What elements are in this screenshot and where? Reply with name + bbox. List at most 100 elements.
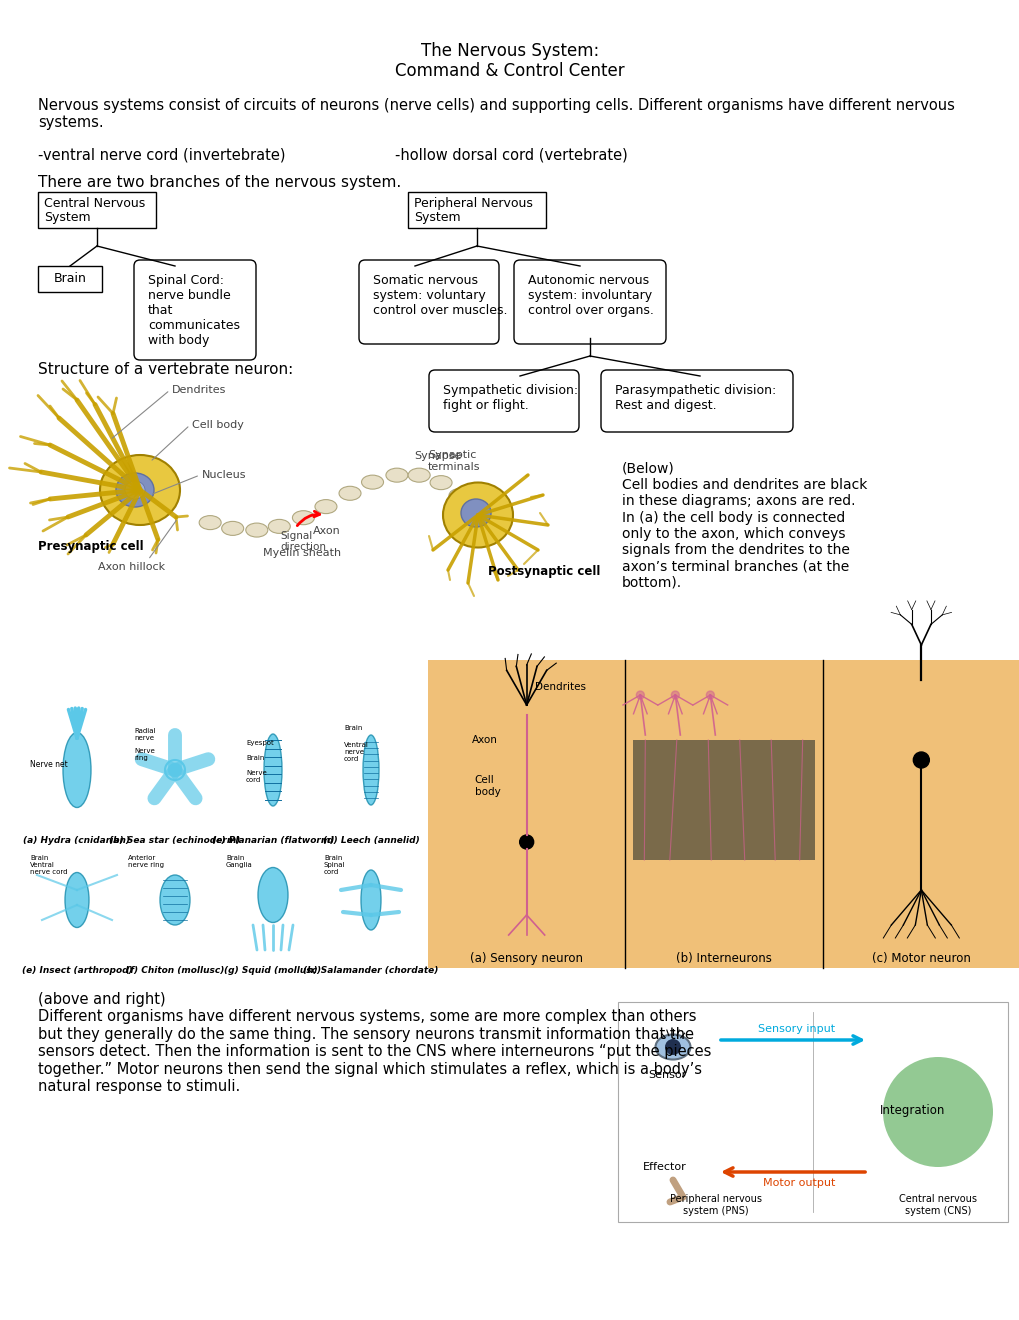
Text: Brain
Spinal
cord: Brain Spinal cord	[324, 855, 345, 875]
Text: (h) Salamander (chordate): (h) Salamander (chordate)	[303, 966, 438, 975]
Text: Nervous systems consist of circuits of neurons (nerve cells) and supporting cell: Nervous systems consist of circuits of n…	[38, 98, 954, 131]
Circle shape	[519, 836, 533, 849]
Text: Axon: Axon	[471, 735, 497, 744]
Text: Brain: Brain	[343, 725, 362, 731]
Text: Spinal Cord:
nerve bundle
that
communicates
with body: Spinal Cord: nerve bundle that communica…	[148, 275, 239, 347]
Text: (above and right)
Different organisms have different nervous systems, some are m: (above and right) Different organisms ha…	[38, 993, 710, 1094]
Text: Structure of a vertebrate neuron:: Structure of a vertebrate neuron:	[38, 362, 293, 378]
Text: Myelin sheath: Myelin sheath	[263, 548, 341, 558]
Text: Axon: Axon	[313, 527, 340, 536]
Ellipse shape	[246, 523, 268, 537]
Ellipse shape	[655, 1035, 690, 1060]
Ellipse shape	[268, 519, 290, 533]
Text: Cell body: Cell body	[192, 420, 244, 430]
Text: Central Nervous: Central Nervous	[44, 197, 145, 210]
Ellipse shape	[264, 734, 281, 807]
Bar	[38, 267, 102, 292]
Ellipse shape	[116, 473, 154, 507]
Text: (g) Squid (mollusc): (g) Squid (mollusc)	[224, 966, 321, 975]
Text: Radial
nerve: Radial nerve	[133, 729, 155, 741]
Ellipse shape	[448, 488, 471, 503]
Circle shape	[912, 752, 928, 768]
Circle shape	[671, 690, 679, 700]
Text: (Below)
Cell bodies and dendrites are black
in these diagrams; axons are red.
In: (Below) Cell bodies and dendrites are bl…	[622, 462, 866, 590]
Text: (f) Chiton (mollusc): (f) Chiton (mollusc)	[125, 966, 224, 975]
Ellipse shape	[100, 455, 179, 525]
Circle shape	[664, 1039, 681, 1055]
Text: -ventral nerve cord (invertebrate): -ventral nerve cord (invertebrate)	[38, 148, 285, 162]
Text: (e) Insect (arthropod): (e) Insect (arthropod)	[21, 966, 132, 975]
Bar	[633, 741, 814, 861]
Text: Nerve
ring: Nerve ring	[133, 748, 155, 762]
Text: Signal
direction: Signal direction	[280, 531, 326, 553]
Text: Peripheral Nervous: Peripheral Nervous	[414, 197, 532, 210]
Text: Integration: Integration	[879, 1104, 945, 1117]
Ellipse shape	[258, 867, 287, 923]
Text: Brain
Ventral
nerve cord: Brain Ventral nerve cord	[30, 855, 67, 875]
Text: Nerve net: Nerve net	[30, 760, 67, 770]
Text: Command & Control Center: Command & Control Center	[394, 62, 625, 81]
Text: -hollow dorsal cord (vertebrate): -hollow dorsal cord (vertebrate)	[394, 148, 627, 162]
Ellipse shape	[442, 483, 513, 548]
Circle shape	[165, 760, 184, 780]
Ellipse shape	[338, 486, 361, 500]
Text: The Nervous System:: The Nervous System:	[421, 42, 598, 59]
Ellipse shape	[385, 469, 408, 482]
Text: Axon hillock: Axon hillock	[98, 562, 165, 572]
Text: Effector: Effector	[642, 1162, 686, 1172]
Circle shape	[636, 690, 644, 700]
Text: (d) Leech (annelid): (d) Leech (annelid)	[322, 836, 419, 845]
Text: Nerve
cord: Nerve cord	[246, 770, 267, 783]
Text: Anterior
nerve ring: Anterior nerve ring	[127, 855, 164, 869]
Text: Brain: Brain	[54, 272, 87, 285]
Ellipse shape	[292, 511, 314, 524]
Text: Synapse: Synapse	[414, 451, 461, 462]
Bar	[38, 191, 156, 228]
Text: (a) Sensory neuron: (a) Sensory neuron	[470, 952, 583, 965]
Text: Synaptic
terminals: Synaptic terminals	[428, 450, 480, 471]
Text: (c) Motor neuron: (c) Motor neuron	[871, 952, 970, 965]
Ellipse shape	[65, 873, 89, 928]
Circle shape	[705, 690, 713, 700]
Text: (a) Hydra (cnidarian): (a) Hydra (cnidarian)	[23, 836, 130, 845]
Ellipse shape	[408, 469, 430, 482]
Text: Postsynaptic cell: Postsynaptic cell	[487, 565, 600, 578]
Ellipse shape	[160, 875, 190, 925]
Ellipse shape	[461, 499, 490, 527]
Text: System: System	[414, 211, 461, 224]
Text: (b) Sea star (echinoderm): (b) Sea star (echinoderm)	[109, 836, 240, 845]
Bar	[618, 1002, 1007, 1222]
Text: Autonomic nervous
system: involuntary
control over organs.: Autonomic nervous system: involuntary co…	[528, 275, 653, 317]
Ellipse shape	[361, 870, 381, 931]
Text: Central nervous
system (CNS): Central nervous system (CNS)	[898, 1195, 976, 1216]
Circle shape	[882, 1057, 993, 1167]
FancyBboxPatch shape	[429, 370, 579, 432]
Text: Eyespot: Eyespot	[246, 741, 273, 746]
Ellipse shape	[221, 521, 244, 536]
FancyBboxPatch shape	[514, 260, 665, 345]
FancyBboxPatch shape	[600, 370, 792, 432]
Ellipse shape	[361, 475, 383, 490]
Text: Cell
body: Cell body	[474, 775, 500, 796]
Text: Sympathetic division:
fight or flight.: Sympathetic division: fight or flight.	[442, 384, 578, 412]
FancyBboxPatch shape	[359, 260, 498, 345]
Ellipse shape	[199, 516, 221, 529]
Text: Sensory input: Sensory input	[757, 1024, 835, 1034]
Ellipse shape	[430, 475, 451, 490]
Text: Motor output: Motor output	[762, 1177, 835, 1188]
Text: Peripheral nervous
system (PNS): Peripheral nervous system (PNS)	[669, 1195, 761, 1216]
Ellipse shape	[125, 480, 145, 499]
Text: Brain
Ganglia: Brain Ganglia	[226, 855, 253, 869]
Text: Sensor: Sensor	[647, 1071, 686, 1080]
Text: System: System	[44, 211, 91, 224]
Text: There are two branches of the nervous system.: There are two branches of the nervous sy…	[38, 176, 400, 190]
Text: Dendrites: Dendrites	[172, 385, 226, 395]
Ellipse shape	[315, 499, 336, 513]
Text: Presynaptic cell: Presynaptic cell	[38, 540, 144, 553]
Ellipse shape	[63, 733, 91, 808]
Text: Parasympathetic division:
Rest and digest.: Parasympathetic division: Rest and diges…	[614, 384, 775, 412]
Bar	[408, 191, 545, 228]
Text: (b) Interneurons: (b) Interneurons	[676, 952, 771, 965]
Text: Brain: Brain	[246, 755, 264, 762]
Text: Ventral
nerve
cord: Ventral nerve cord	[343, 742, 369, 762]
